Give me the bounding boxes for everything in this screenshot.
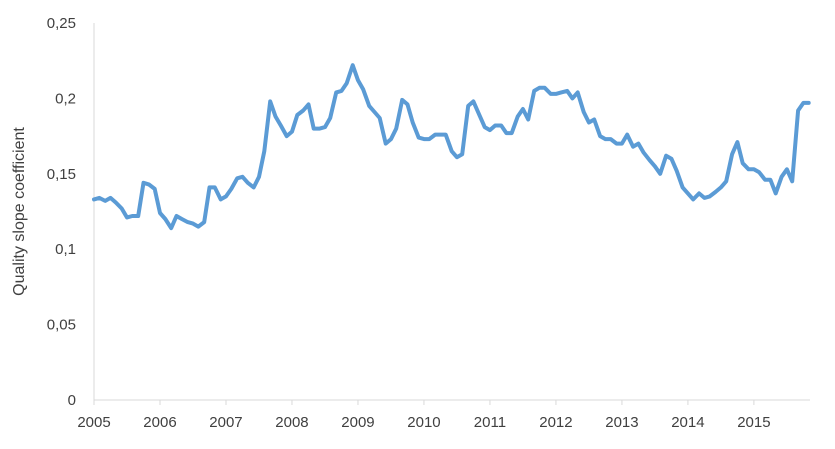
x-tick-label: 2013 — [605, 414, 638, 431]
y-tick-label: 0,15 — [47, 166, 76, 183]
y-tick-label: 0 — [68, 392, 76, 409]
y-axis-title: Quality slope coefficient — [11, 127, 28, 296]
x-tick-label: 2014 — [671, 414, 704, 431]
x-tick-label: 2012 — [539, 414, 572, 431]
x-tick-label: 2015 — [737, 414, 770, 431]
x-tick-label: 2009 — [341, 414, 374, 431]
y-tick-label: 0,05 — [47, 317, 76, 334]
y-tick-label: 0,25 — [47, 15, 76, 32]
y-tick-label: 0,1 — [55, 241, 76, 258]
y-tick-label: 0,2 — [55, 90, 76, 107]
x-tick-label: 2011 — [474, 414, 506, 431]
series-line — [92, 63, 811, 231]
x-tick-label: 2007 — [209, 414, 242, 431]
x-tick-label: 2006 — [143, 414, 176, 431]
x-tick-label: 2005 — [77, 414, 110, 431]
x-axis-tick-labels: 2005 2006 2007 2008 2009 2010 2011 2012 2013 2014… — [77, 414, 770, 431]
x-tick-label: 2008 — [275, 414, 308, 431]
x-axis-ticks — [93, 400, 755, 405]
series-group — [92, 63, 811, 231]
x-tick-label: 2010 — [407, 414, 440, 431]
y-axis-tick-labels: 0 0,05 0,1 0,15 0,2 0,25 — [47, 15, 76, 409]
